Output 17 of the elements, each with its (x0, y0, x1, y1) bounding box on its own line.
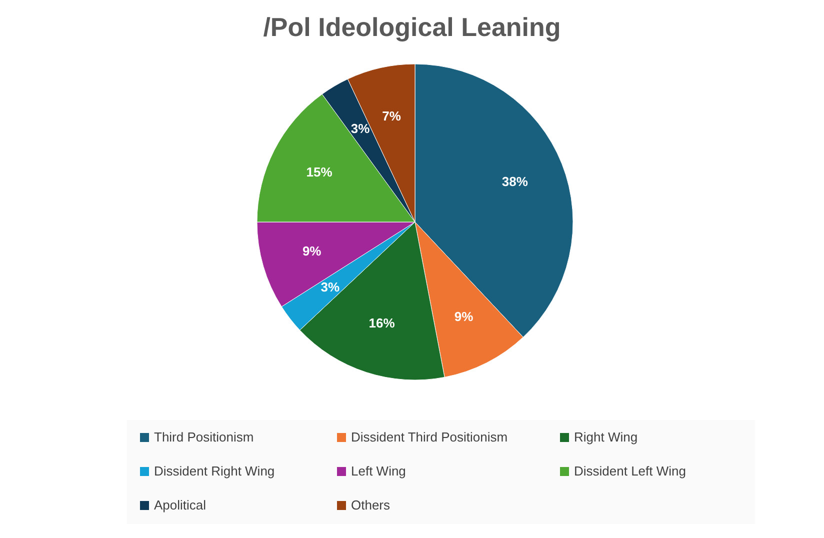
data-label: 3% (320, 279, 340, 294)
legend-label: Third Positionism (154, 429, 254, 444)
legend-label: Left Wing (351, 463, 406, 478)
legend-label: Dissident Third Positionism (351, 429, 508, 444)
legend-label: Right Wing (574, 429, 638, 444)
legend-label: Dissident Right Wing (154, 463, 275, 478)
data-label: 38% (502, 174, 528, 189)
data-label: 16% (368, 316, 396, 331)
data-label: 9% (454, 309, 474, 324)
data-label: 9% (302, 243, 322, 258)
legend-label: Apolitical (154, 497, 206, 512)
legend-label: Dissident Left Wing (574, 463, 686, 478)
chart-title: /Pol Ideological Leaning (263, 12, 561, 42)
legend-label: Others (351, 497, 391, 512)
data-label: 15% (306, 164, 333, 180)
data-label: 3% (350, 120, 370, 136)
data-label: 7% (382, 108, 402, 124)
